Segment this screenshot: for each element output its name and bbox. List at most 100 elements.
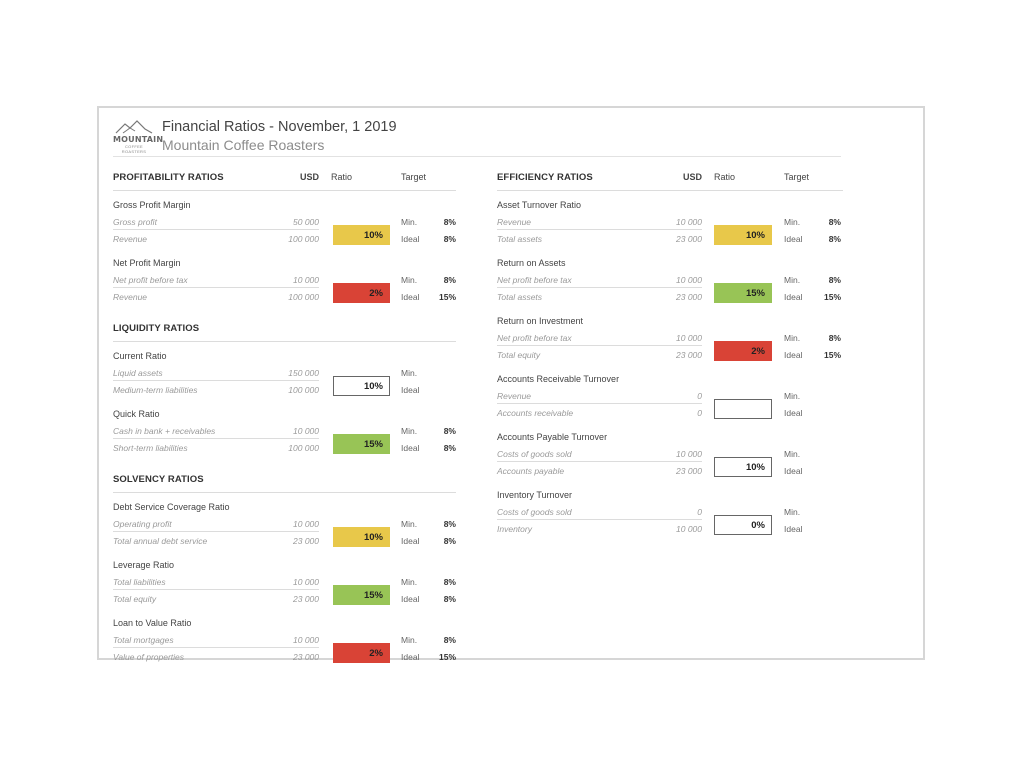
ratio-value-box: 10% [714, 457, 772, 477]
input-value[interactable]: 10 000 [293, 275, 319, 285]
ratio-input-row: Total equity 23 000 [113, 592, 319, 606]
ratio-input-row: Accounts receivable 0 [497, 406, 702, 420]
target-ideal-value: 8% [443, 443, 456, 453]
input-value[interactable]: 10 000 [676, 333, 702, 343]
input-label: Liquid assets [113, 368, 163, 378]
input-label: Costs of goods sold [497, 507, 572, 517]
input-value[interactable]: 23 000 [676, 466, 702, 476]
input-label: Gross profit [113, 217, 157, 227]
ratio-item: Leverage Ratio Total liabilities 10 000 Tot… [113, 551, 456, 609]
ratio-input-row: Revenue 10 000 [497, 215, 702, 230]
ratio-item: Gross Profit Margin Gross profit 50 000 Rev… [113, 191, 456, 249]
target-min-label: Min. [401, 577, 418, 587]
ratio-title: Inventory Turnover [497, 490, 573, 500]
input-label: Revenue [113, 292, 148, 302]
input-value[interactable]: 100 000 [288, 385, 319, 395]
input-value[interactable]: 23 000 [293, 594, 319, 604]
ratio-input-row: Operating profit 10 000 [113, 517, 319, 532]
ratio-input-row: Short-term liabilities 100 000 [113, 441, 319, 455]
efficiency-section: EFFICIENCY RATIOS USD Ratio Target Asset Tur… [497, 168, 843, 539]
input-label: Total mortgages [113, 635, 174, 645]
section-title: EFFICIENCY RATIOS [497, 172, 593, 183]
ratio-input-row: Costs of goods sold 10 000 [497, 447, 702, 462]
target-min-label: Min. [784, 333, 801, 343]
ratio-item: Asset Turnover Ratio Revenue 10 000 Total a… [497, 191, 843, 249]
target-ideal-label: Ideal [784, 350, 803, 360]
ratio-input-row: Costs of goods sold 0 [497, 505, 702, 520]
ratio-value-box: 15% [714, 283, 772, 303]
input-value[interactable]: 10 000 [676, 275, 702, 285]
target-ideal-label: Ideal [784, 524, 803, 534]
liquidity-section-header: LIQUIDITY RATIOS [113, 319, 456, 342]
input-label: Revenue [497, 217, 532, 227]
target-ideal-label: Ideal [784, 466, 803, 476]
column-header-usd: USD [300, 172, 320, 182]
target-min-value: 8% [443, 275, 456, 285]
solvency-section: SOLVENCY RATIOS Debt Service Coverage Rat… [113, 470, 456, 679]
input-label: Cash in bank + receivables [113, 426, 216, 436]
section-title: LIQUIDITY RATIOS [113, 323, 200, 334]
page-title: Financial Ratios - November, 1 2019 [162, 119, 397, 135]
target-ideal-value: 15% [823, 292, 841, 302]
ratio-input-row: Total liabilities 10 000 [113, 575, 319, 590]
input-value[interactable]: 10 000 [293, 426, 319, 436]
ratio-title: Asset Turnover Ratio [497, 200, 582, 210]
ratio-title: Current Ratio [113, 351, 167, 361]
target-ideal-label: Ideal [784, 234, 803, 244]
input-value[interactable]: 0 [697, 507, 702, 517]
ratio-title: Loan to Value Ratio [113, 618, 192, 628]
input-value[interactable]: 100 000 [288, 443, 319, 453]
ratio-title: Return on Assets [497, 258, 566, 268]
input-label: Total equity [113, 594, 157, 604]
ratio-item: Inventory Turnover Costs of goods sold 0 In… [497, 481, 843, 539]
target-ideal-value: 8% [443, 536, 456, 546]
input-value[interactable]: 100 000 [288, 234, 319, 244]
input-value[interactable]: 23 000 [676, 350, 702, 360]
input-value[interactable]: 23 000 [676, 234, 702, 244]
input-label: Total annual debt service [113, 536, 208, 546]
profitability-section-header: PROFITABILITY RATIOS USD Ratio Target [113, 168, 456, 191]
input-value[interactable]: 23 000 [293, 652, 319, 662]
ratio-input-row: Liquid assets 150 000 [113, 366, 319, 381]
solvency-section-header: SOLVENCY RATIOS [113, 470, 456, 493]
input-value[interactable]: 10 000 [293, 577, 319, 587]
input-value[interactable]: 100 000 [288, 292, 319, 302]
input-value[interactable]: 0 [697, 408, 702, 418]
ratio-input-row: Cash in bank + receivables 10 000 [113, 424, 319, 439]
ratio-input-row: Total assets 23 000 [497, 232, 702, 246]
column-header-usd: USD [683, 172, 703, 182]
ratio-value-box: 10% [333, 225, 390, 245]
input-value[interactable]: 10 000 [293, 635, 319, 645]
input-value[interactable]: 50 000 [293, 217, 319, 227]
target-min-label: Min. [784, 275, 801, 285]
section-spacer [113, 458, 456, 470]
input-value[interactable]: 10 000 [676, 524, 702, 534]
target-min-label: Min. [401, 217, 418, 227]
input-label: Net profit before tax [113, 275, 188, 285]
input-value[interactable]: 10 000 [293, 519, 319, 529]
ratio-input-row: Net profit before tax 10 000 [113, 273, 319, 288]
input-value[interactable]: 23 000 [293, 536, 319, 546]
input-value[interactable]: 10 000 [676, 217, 702, 227]
ratio-item: Net Profit Margin Net profit before tax 10… [113, 249, 456, 307]
input-label: Revenue [497, 391, 532, 401]
target-ideal-label: Ideal [401, 385, 420, 395]
ratio-item: Debt Service Coverage Ratio Operating pro… [113, 493, 456, 551]
target-min-label: Min. [401, 635, 418, 645]
input-value[interactable]: 0 [697, 391, 702, 401]
ratio-title: Gross Profit Margin [113, 200, 191, 210]
input-value[interactable]: 150 000 [288, 368, 319, 378]
ratio-input-row: Inventory 10 000 [497, 522, 702, 536]
input-value[interactable]: 23 000 [676, 292, 702, 302]
target-min-label: Min. [784, 449, 801, 459]
input-label: Accounts payable [497, 466, 565, 476]
input-value[interactable]: 10 000 [676, 449, 702, 459]
section-title: PROFITABILITY RATIOS [113, 172, 224, 183]
ratio-title: Return on Investment [497, 316, 584, 326]
left-column: PROFITABILITY RATIOS USD Ratio Target Gross … [113, 168, 456, 679]
target-min-value: 8% [828, 333, 841, 343]
target-min-label: Min. [401, 275, 418, 285]
target-ideal-value: 8% [443, 594, 456, 604]
ratio-item: Loan to Value Ratio Total mortgages 10 000… [113, 609, 456, 667]
target-ideal-value: 8% [443, 234, 456, 244]
